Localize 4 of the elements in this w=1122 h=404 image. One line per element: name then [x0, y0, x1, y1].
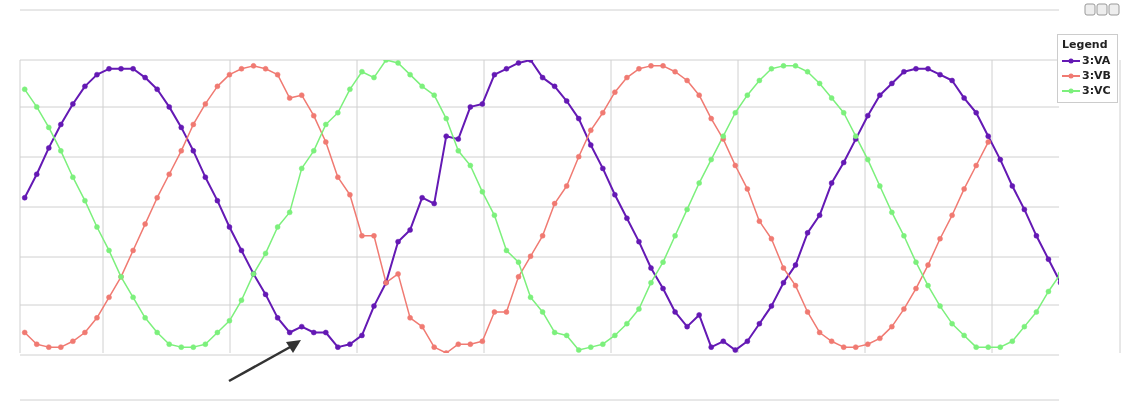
legend-label: 3:VB	[1082, 68, 1111, 83]
legend-label: 3:VA	[1082, 53, 1111, 68]
legend-label: 3:VC	[1082, 83, 1111, 98]
legend-title: Legend	[1062, 38, 1109, 51]
